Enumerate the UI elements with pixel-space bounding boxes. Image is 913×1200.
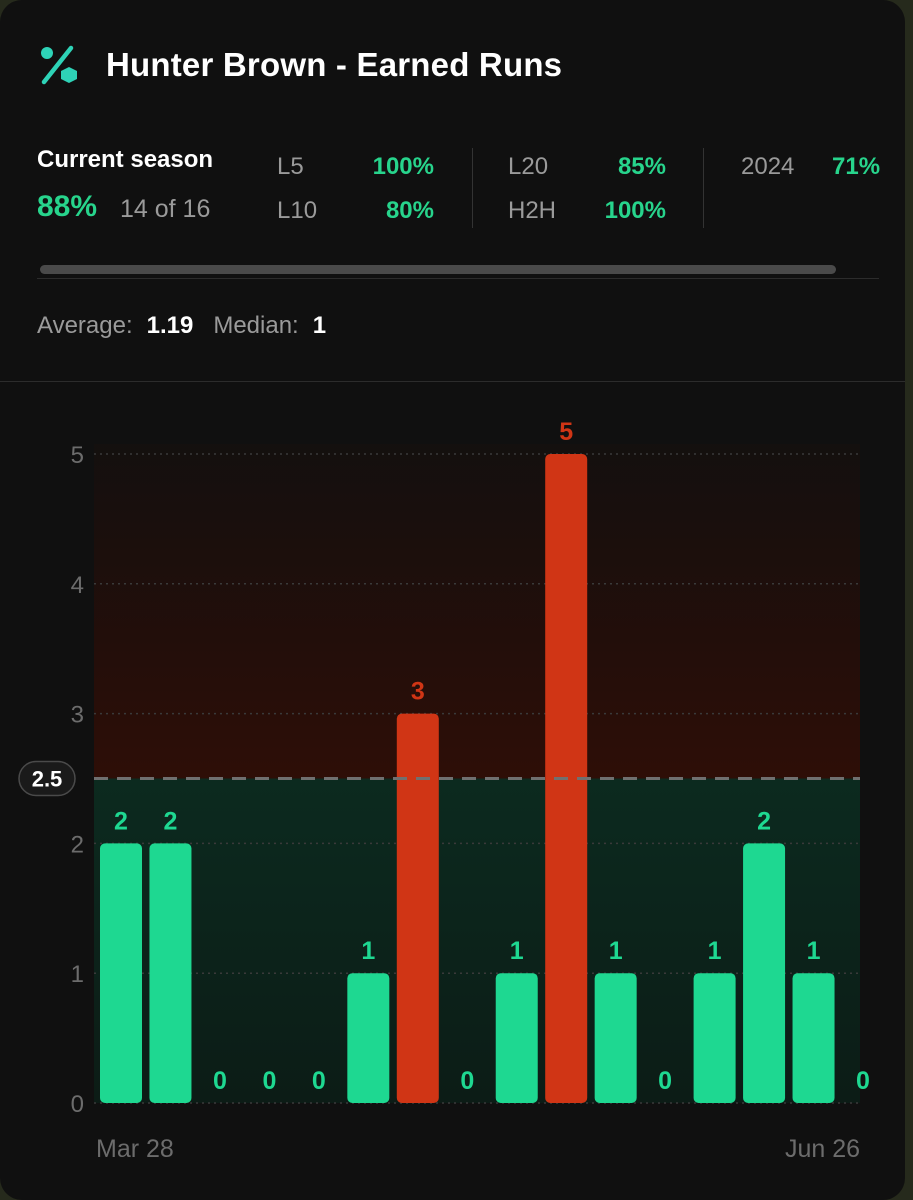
current-season-percentage: 88% [37,190,98,223]
bar[interactable] [743,843,786,1103]
bar-value-label: 0 [312,1067,326,1095]
bar-value-label: 2 [114,807,128,835]
median-value: 1 [312,312,327,339]
bar-value-label: 1 [807,937,821,965]
divider [37,278,879,279]
stat-value-l10: 80% [385,197,434,224]
y-tick-label: 3 [71,702,84,729]
threshold-value: 2.5 [32,767,63,792]
bar-value-label: 2 [164,807,178,835]
bar-value-label: 0 [460,1067,474,1095]
bar[interactable] [149,843,192,1103]
page-title: Hunter Brown - Earned Runs [106,46,563,83]
over-zone [94,444,860,779]
stat-value-l5: 100% [372,153,434,180]
current-season-count: 14 of 16 [120,195,211,223]
bar-value-label: 5 [559,418,573,446]
percent-icon [41,45,77,85]
y-tick-label: 5 [71,442,84,469]
stat-divider [703,148,704,228]
y-tick-label: 1 [71,961,84,988]
bar[interactable] [100,843,142,1103]
bar[interactable] [396,713,439,1103]
bar-value-label: 3 [411,678,425,706]
card-header: Hunter Brown - Earned Runs [38,40,562,90]
bar[interactable] [495,973,538,1103]
average-label: Average: [37,312,133,339]
hit-rate-stats[interactable]: Current season 88% 14 of 16 L5 100% L10 … [0,140,905,240]
earned-runs-bar-chart: 2 2 0 0 0 1 3 0 1 5 1 0 1 2 1 0 2.5 0 1 2 3 4 5 Mar 28 Jun 26 [18,418,870,1163]
bar[interactable] [693,973,736,1103]
bar-value-label: 1 [510,937,524,965]
bar[interactable] [792,973,835,1103]
threshold-badge[interactable] [18,760,76,797]
divider [0,381,905,382]
stat-value-h2h: 100% [604,197,666,224]
y-tick-label: 0 [71,1091,84,1118]
bar[interactable] [347,973,390,1103]
bar-value-label: 2 [757,807,771,835]
stat-divider [472,148,473,228]
bar-value-label: 0 [213,1067,227,1095]
stat-label-2024: 2024 [741,153,795,180]
bar-value-label: 1 [361,937,375,965]
bar-value-label: 0 [856,1067,870,1095]
stat-label-h2h: H2H [508,197,557,224]
stat-label-l5: L5 [277,153,304,180]
average-value: 1.19 [146,312,194,339]
median-label: Median: [213,312,299,339]
horizontal-scrollbar[interactable] [40,265,836,274]
bar-value-label: 0 [262,1067,276,1095]
y-tick-label: 4 [71,572,84,599]
bar-value-label: 1 [708,937,722,965]
stat-label-l10: L10 [277,197,318,224]
stat-value-l20: 85% [617,153,666,180]
stat-value-2024: 71% [832,153,880,180]
x-end-label: Jun 26 [785,1135,860,1163]
current-season-label: Current season [37,146,214,173]
bar-value-label: 1 [609,937,623,965]
stat-label-l20: L20 [508,153,549,180]
bar[interactable] [594,973,637,1103]
bar-value-label: 0 [658,1067,672,1095]
summary-row: Average: 1.19 Median: 1 [37,312,326,340]
y-tick-label: 2 [71,831,84,858]
x-start-label: Mar 28 [96,1135,174,1163]
